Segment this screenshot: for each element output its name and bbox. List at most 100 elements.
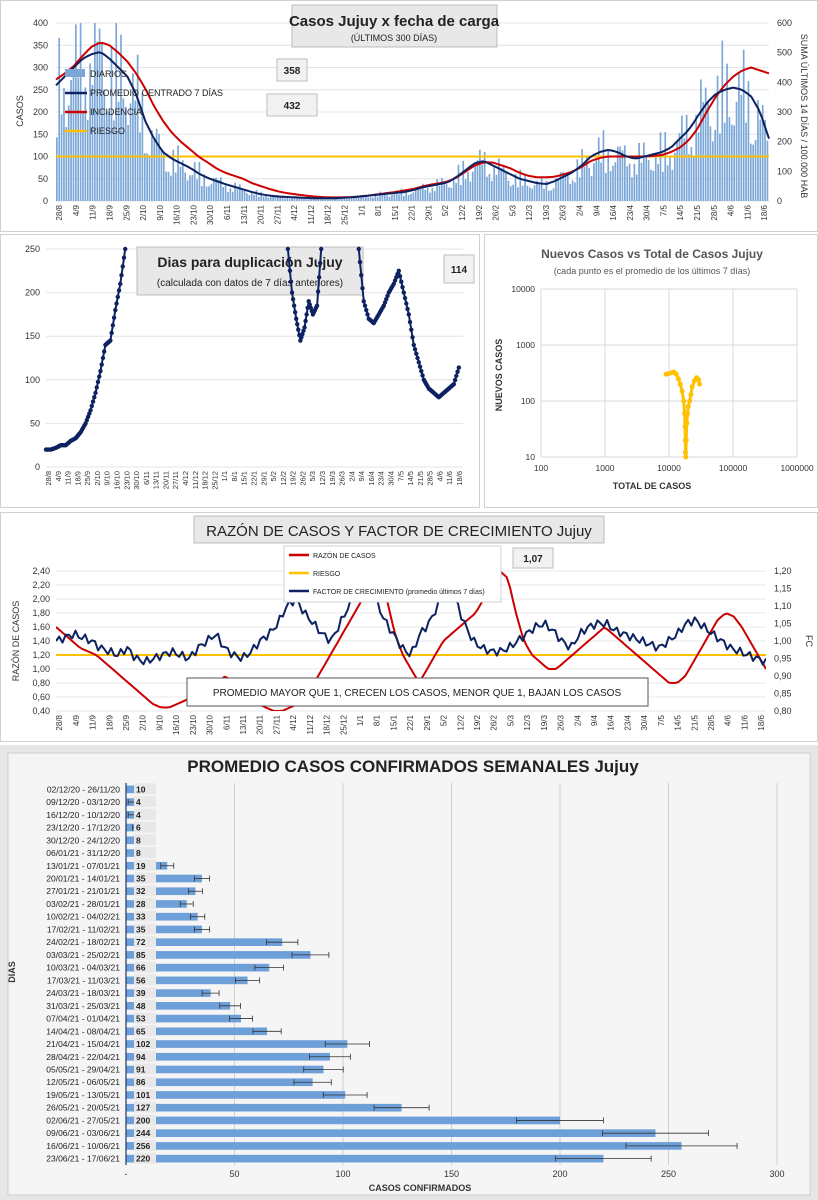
y-tick-label: 0,60 (32, 692, 50, 702)
doubling-point (400, 284, 405, 290)
daily-bar (500, 168, 503, 201)
value-label: 200 (136, 1115, 150, 1125)
daily-bar (355, 196, 358, 201)
daily-bar (151, 130, 153, 201)
x-tick-label: 22/1 (406, 714, 415, 730)
y-axis-title: CASOS (15, 95, 25, 127)
daily-bar (441, 178, 443, 201)
x-tick-label: 19/3 (540, 714, 549, 730)
daily-bar (239, 184, 241, 201)
daily-bar (540, 176, 543, 201)
x-tick-label: 29/1 (423, 714, 432, 730)
doubling-point (397, 274, 403, 279)
daily-bar (227, 191, 229, 201)
daily-bar (650, 169, 652, 201)
category-label: 31/03/21 - 25/03/21 (46, 1001, 120, 1011)
weekly-bar (126, 1091, 346, 1099)
x-tick-label: 19/3 (328, 471, 337, 486)
value-label: 256 (136, 1141, 150, 1151)
daily-bar (326, 199, 329, 201)
scatter-point (683, 437, 689, 443)
y2-tick-label: 300 (777, 107, 792, 117)
value-label-bg (134, 897, 156, 909)
value-label: 65 (136, 1026, 146, 1036)
annotation-box (276, 58, 308, 82)
value-label: 4 (136, 810, 141, 820)
x-tick-label: 16/10 (172, 714, 181, 735)
daily-bar (452, 179, 455, 201)
x-axis-title: TOTAL DE CASOS (613, 481, 692, 491)
daily-bar (419, 186, 422, 201)
daily-bar (160, 150, 163, 201)
daily-bar (343, 197, 346, 201)
x-tick-label: 23/4 (377, 471, 386, 486)
doubling-point (289, 290, 295, 295)
y2-tick-label: 1,20 (774, 566, 792, 576)
x-tick-label: 11/6 (743, 204, 752, 220)
daily-bar (374, 193, 377, 201)
daily-bar (571, 180, 574, 201)
weekly-bar (126, 874, 202, 883)
weekly-bar (126, 887, 196, 896)
x-tick-label: 100000 (719, 463, 748, 473)
daily-bar (455, 182, 457, 201)
doubling-point (356, 246, 361, 252)
legend-label: RIESGO (313, 571, 341, 578)
x-tick-label: 2/4 (347, 471, 356, 481)
category-label: 24/02/21 - 18/02/21 (46, 937, 120, 947)
legend-label: FACTOR DE CRECIMIENTO (promedio últimos … (313, 589, 485, 596)
daily-bar (110, 47, 113, 201)
daily-bar (450, 187, 453, 201)
daily-bar (284, 198, 286, 201)
daily-bar (383, 193, 386, 201)
weekly-bar (126, 963, 270, 972)
daily-bar (288, 198, 291, 201)
scatter-point (679, 388, 685, 394)
scatter-point (689, 384, 695, 390)
y2-tick-label: 0,90 (774, 671, 792, 681)
weekly-bar (126, 1129, 656, 1137)
x-tick-label: 11/6 (740, 714, 749, 730)
value-label-bg (134, 948, 156, 960)
daily-bar (486, 176, 488, 201)
x-tick-label: 25/9 (83, 471, 92, 486)
value-label: 4 (136, 797, 141, 807)
annotation-box (266, 93, 318, 117)
doubling-point (100, 355, 106, 361)
scatter-point (677, 381, 683, 387)
daily-bar (272, 196, 274, 201)
x-tick-label: 1000000 (780, 463, 813, 473)
chart-subtitle: (ÚLTIMOS 300 DÍAS) (351, 33, 437, 43)
x-tick-label: 18/6 (455, 471, 464, 486)
x-tick-label: 30/4 (386, 471, 395, 486)
x-tick-label: 1/1 (220, 471, 229, 481)
x-tick-label: 100 (335, 1169, 350, 1179)
daily-bar (536, 180, 538, 201)
daily-bar (443, 183, 446, 201)
daily-bar (215, 177, 217, 201)
category-label: 12/05/21 - 06/05/21 (46, 1077, 120, 1087)
daily-bar (407, 194, 410, 201)
y2-tick-label: 0,85 (774, 689, 792, 699)
category-label: 10/03/21 - 04/03/21 (46, 963, 120, 973)
x-tick-label: 21/5 (690, 714, 699, 730)
x-tick-label: 25/9 (122, 204, 131, 220)
daily-bar (402, 195, 405, 201)
doubling-point (120, 264, 125, 269)
value-label-bg (134, 1038, 156, 1050)
daily-bar (253, 194, 255, 201)
daily-bar (379, 191, 381, 201)
daily-bar (628, 163, 631, 201)
title-box (193, 515, 605, 544)
y-tick-label: 300 (33, 63, 48, 73)
x-tick-label: 8/1 (373, 714, 382, 726)
value-label-bg (134, 872, 156, 884)
daily-bar (700, 79, 702, 201)
doubling-point (405, 306, 410, 312)
daily-bar (258, 196, 260, 201)
daily-bar (101, 43, 103, 202)
x-tick-label: 25/12 (210, 471, 219, 490)
daily-bar (574, 182, 576, 201)
daily-bar (98, 28, 101, 202)
scatter-point (697, 381, 703, 387)
